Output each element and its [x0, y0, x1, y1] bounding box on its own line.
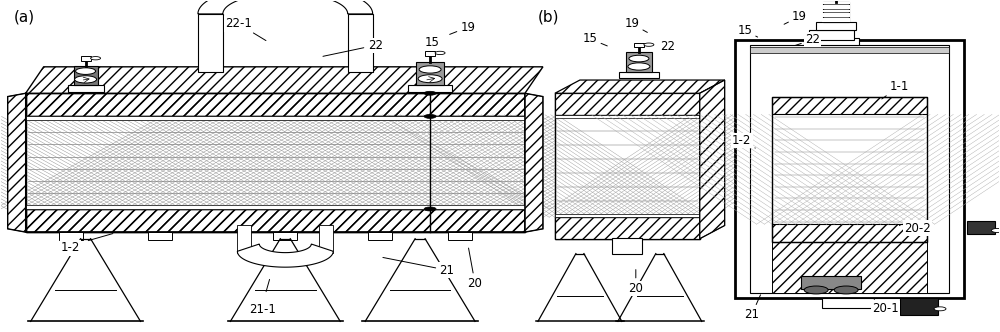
Bar: [26, 117, 525, 121]
Bar: [735, 41, 964, 298]
Bar: [804, 38, 859, 45]
Bar: [823, 2, 849, 22]
Bar: [81, 56, 91, 60]
Bar: [626, 52, 652, 72]
Bar: [26, 93, 525, 117]
Bar: [408, 85, 452, 92]
Bar: [273, 232, 297, 240]
Bar: [237, 225, 251, 253]
Bar: [555, 93, 700, 115]
Polygon shape: [237, 244, 333, 267]
Text: 21: 21: [383, 257, 455, 277]
Text: 20-1: 20-1: [872, 298, 899, 315]
Text: 15: 15: [582, 32, 607, 46]
Bar: [750, 47, 949, 53]
Polygon shape: [26, 67, 543, 93]
Bar: [772, 224, 927, 241]
Polygon shape: [525, 93, 543, 232]
Circle shape: [419, 66, 441, 73]
Circle shape: [418, 75, 442, 83]
Bar: [772, 241, 927, 293]
Text: 22: 22: [323, 39, 383, 56]
Polygon shape: [8, 93, 26, 232]
Text: 20-2: 20-2: [899, 222, 931, 235]
Bar: [555, 93, 700, 239]
Text: 1-2: 1-2: [732, 134, 755, 148]
Bar: [555, 214, 700, 217]
Circle shape: [91, 56, 101, 60]
Bar: [448, 232, 472, 240]
Circle shape: [629, 55, 649, 62]
Circle shape: [424, 91, 436, 95]
Bar: [26, 209, 525, 232]
Bar: [809, 31, 854, 41]
Bar: [612, 238, 642, 254]
Polygon shape: [198, 0, 373, 14]
Text: 22: 22: [660, 40, 675, 53]
Circle shape: [424, 115, 436, 119]
Bar: [425, 50, 435, 55]
Bar: [416, 62, 444, 85]
Bar: [26, 93, 525, 232]
Bar: [555, 217, 700, 239]
Bar: [967, 220, 995, 234]
Bar: [900, 298, 938, 315]
Circle shape: [424, 207, 436, 211]
Bar: [619, 72, 659, 78]
Circle shape: [76, 68, 96, 74]
Text: 19: 19: [624, 17, 647, 33]
Bar: [772, 97, 927, 115]
Bar: [801, 276, 861, 289]
Bar: [319, 225, 333, 253]
Bar: [26, 205, 525, 209]
Text: 20: 20: [628, 270, 643, 295]
Text: 19: 19: [450, 21, 476, 35]
Polygon shape: [700, 80, 725, 239]
Bar: [750, 45, 949, 293]
Text: 15: 15: [425, 36, 440, 48]
Bar: [368, 232, 392, 240]
Text: 22: 22: [795, 33, 820, 46]
Circle shape: [934, 307, 946, 311]
Circle shape: [435, 51, 445, 54]
Text: (a): (a): [14, 10, 35, 25]
Bar: [26, 93, 525, 117]
Bar: [822, 298, 902, 307]
Bar: [59, 232, 83, 240]
Bar: [26, 117, 525, 209]
Bar: [555, 115, 700, 118]
Bar: [148, 232, 172, 240]
Circle shape: [628, 63, 650, 70]
Circle shape: [834, 286, 858, 294]
Bar: [772, 97, 927, 241]
Bar: [74, 66, 98, 85]
Bar: [348, 14, 373, 72]
Polygon shape: [555, 80, 725, 93]
Bar: [634, 43, 644, 47]
Circle shape: [804, 286, 828, 294]
Circle shape: [75, 76, 97, 83]
Text: (b): (b): [538, 10, 559, 25]
Circle shape: [991, 228, 1000, 232]
Text: 1-2: 1-2: [61, 241, 80, 254]
Bar: [816, 22, 856, 31]
Text: 21-1: 21-1: [249, 303, 276, 316]
Text: 19: 19: [784, 10, 807, 24]
Circle shape: [644, 43, 654, 46]
Text: 1-1: 1-1: [882, 80, 909, 99]
Bar: [26, 209, 525, 232]
Bar: [555, 115, 700, 217]
Text: 21: 21: [744, 295, 761, 321]
Bar: [68, 85, 104, 92]
Text: 20: 20: [468, 248, 482, 290]
Text: 22-1: 22-1: [225, 17, 266, 41]
Bar: [198, 14, 223, 72]
Text: 15: 15: [737, 24, 758, 37]
